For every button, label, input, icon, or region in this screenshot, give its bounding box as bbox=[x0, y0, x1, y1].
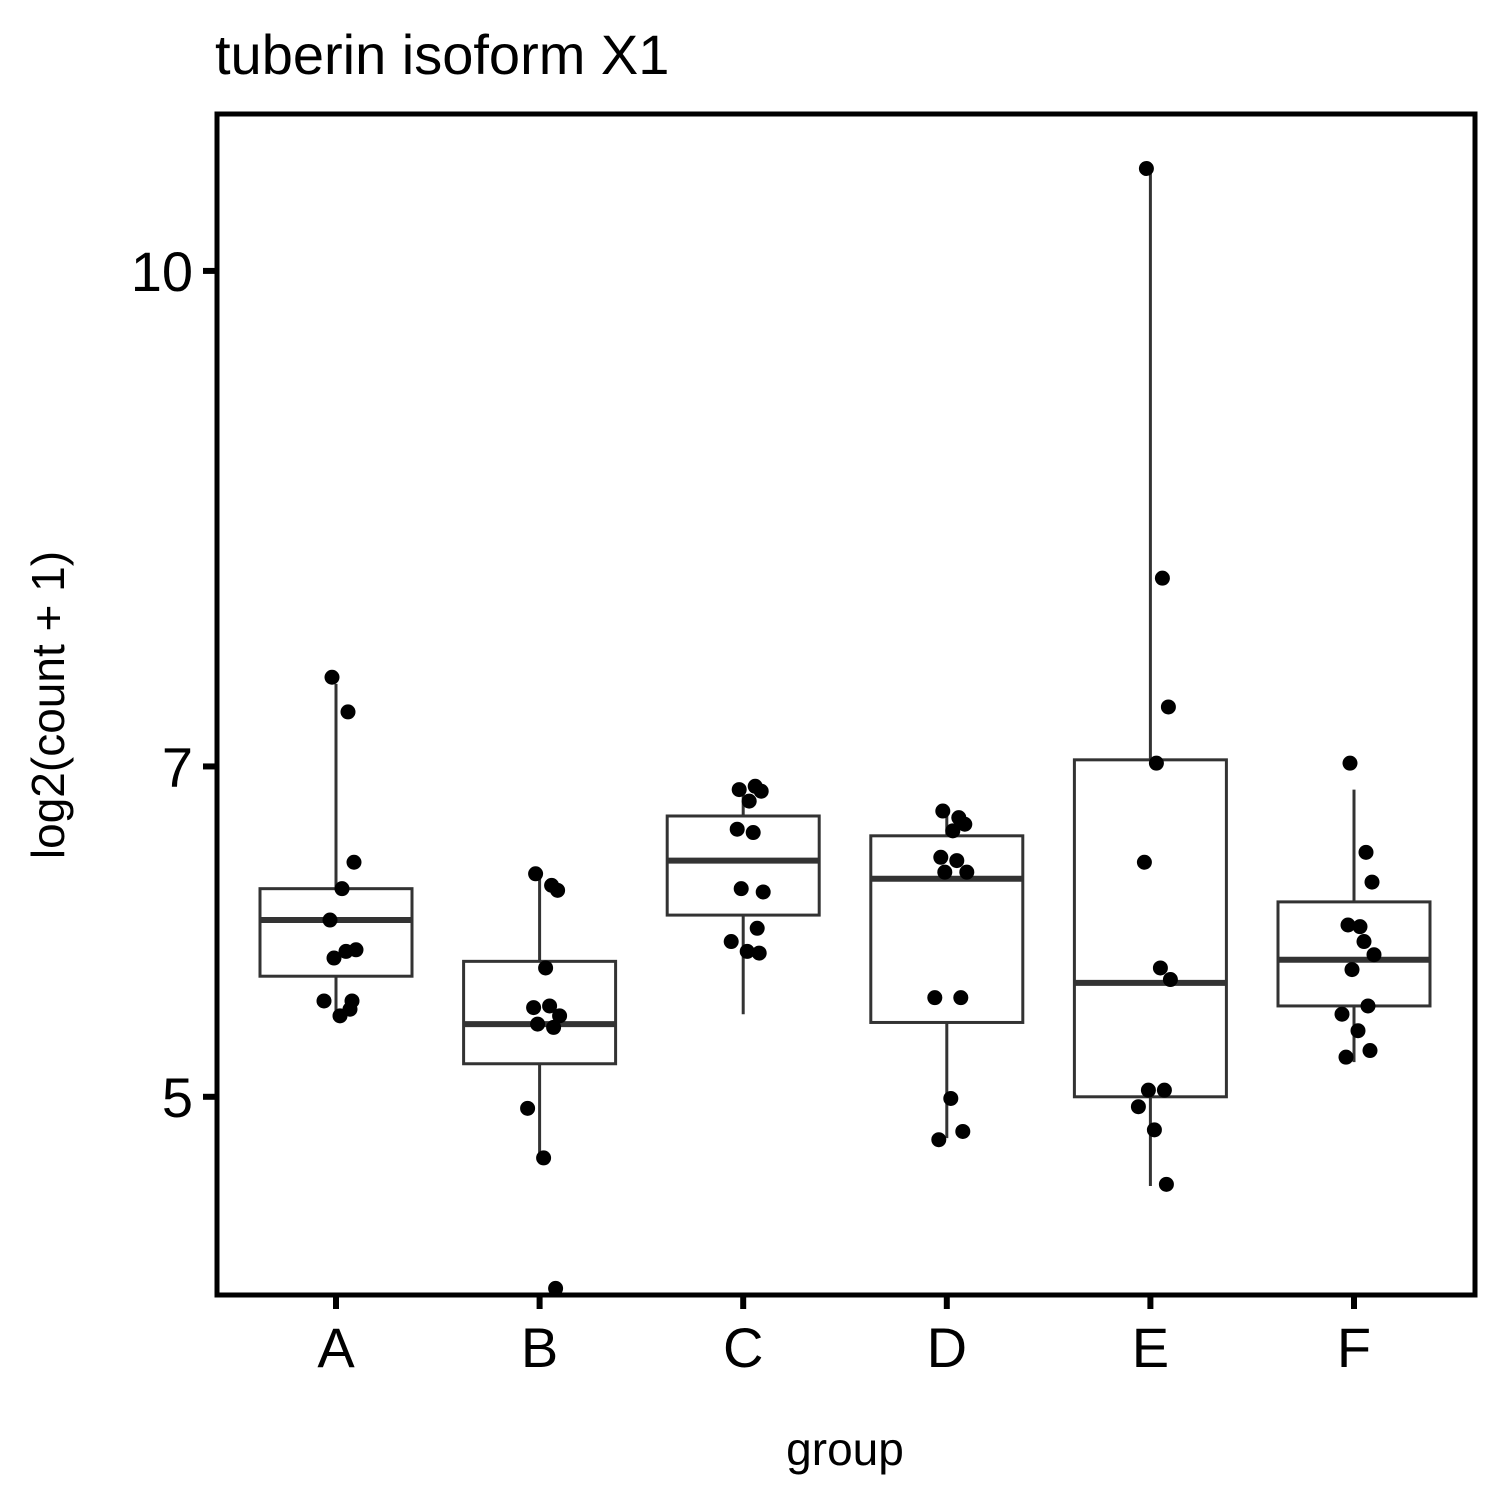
data-point-f bbox=[1364, 874, 1380, 890]
data-point-e bbox=[1156, 1082, 1172, 1098]
data-point-d bbox=[957, 816, 973, 832]
data-point-b bbox=[528, 866, 544, 882]
box-group-e bbox=[1072, 168, 1228, 1186]
x-tick-label: B bbox=[521, 1316, 558, 1379]
data-point-b bbox=[538, 960, 554, 976]
data-point-a bbox=[324, 669, 340, 685]
data-point-e bbox=[1130, 1099, 1146, 1115]
data-point-c bbox=[733, 881, 749, 897]
y-axis: 5 7 10 bbox=[131, 240, 217, 1129]
data-point-e bbox=[1162, 972, 1178, 988]
data-point-d bbox=[927, 990, 943, 1006]
data-point-e bbox=[1138, 161, 1154, 177]
data-point-e bbox=[1158, 1176, 1174, 1192]
data-point-d bbox=[959, 864, 975, 880]
box-group-f bbox=[1276, 789, 1432, 1063]
data-point-a bbox=[334, 881, 350, 897]
data-point-d bbox=[937, 864, 953, 880]
y-tick-label: 7 bbox=[162, 735, 193, 798]
y-axis-label: log2(count + 1) bbox=[22, 551, 74, 859]
data-point-f bbox=[1358, 844, 1374, 860]
plot-panel bbox=[214, 111, 1478, 1298]
x-tick-label: C bbox=[723, 1316, 763, 1379]
box bbox=[869, 834, 1025, 1024]
data-point-e bbox=[1140, 1082, 1156, 1098]
data-point-d bbox=[943, 1090, 959, 1106]
data-point-b bbox=[548, 1280, 564, 1296]
data-point-a bbox=[340, 704, 356, 720]
data-point-d bbox=[953, 990, 969, 1006]
data-point-c bbox=[751, 945, 767, 961]
data-point-b bbox=[546, 1019, 562, 1035]
data-point-d bbox=[955, 1123, 971, 1139]
data-point-a bbox=[332, 1008, 348, 1024]
x-tick-label: A bbox=[317, 1316, 355, 1379]
x-tick-label: E bbox=[1132, 1316, 1169, 1379]
data-point-f bbox=[1366, 947, 1382, 963]
data-point-b bbox=[550, 882, 566, 898]
data-point-f bbox=[1356, 934, 1372, 950]
data-point-a bbox=[344, 993, 360, 1009]
data-point-b bbox=[542, 998, 558, 1014]
data-point-e bbox=[1148, 755, 1164, 771]
data-point-c bbox=[753, 783, 769, 799]
x-axis: A B C D E F bbox=[317, 1295, 1371, 1379]
data-point-c bbox=[731, 782, 747, 798]
x-tick-label: F bbox=[1337, 1316, 1371, 1379]
points-layer bbox=[316, 161, 1382, 1296]
data-point-f bbox=[1334, 1006, 1350, 1022]
data-point-c bbox=[741, 793, 757, 809]
data-point-a bbox=[346, 854, 362, 870]
data-point-a bbox=[316, 993, 332, 1009]
data-point-e bbox=[1146, 1122, 1162, 1138]
data-point-c bbox=[745, 825, 761, 841]
chart-title: tuberin isoform X1 bbox=[215, 23, 669, 86]
data-point-f bbox=[1338, 1049, 1354, 1065]
data-point-c bbox=[723, 934, 739, 950]
data-point-d bbox=[949, 853, 965, 869]
x-axis-label: group bbox=[786, 1423, 904, 1475]
data-point-d bbox=[931, 1132, 947, 1148]
data-point-a bbox=[348, 942, 364, 958]
data-point-e bbox=[1136, 854, 1152, 870]
box bbox=[462, 959, 618, 1066]
x-tick-label: D bbox=[927, 1316, 967, 1379]
data-point-f bbox=[1350, 1023, 1366, 1039]
data-point-b bbox=[520, 1100, 536, 1116]
data-point-c bbox=[739, 943, 755, 959]
box bbox=[1276, 900, 1432, 1008]
data-point-d bbox=[935, 803, 951, 819]
data-point-e bbox=[1160, 699, 1176, 715]
box bbox=[1072, 758, 1228, 1099]
data-point-f bbox=[1344, 962, 1360, 978]
data-point-e bbox=[1154, 570, 1170, 586]
y-tick-label: 5 bbox=[162, 1066, 193, 1129]
data-point-b bbox=[530, 1016, 546, 1032]
data-point-f bbox=[1342, 755, 1358, 771]
data-point-f bbox=[1362, 1043, 1378, 1059]
data-point-e bbox=[1152, 960, 1168, 976]
data-point-c bbox=[729, 821, 745, 837]
boxes-layer bbox=[258, 168, 1432, 1186]
y-tick-label: 10 bbox=[131, 240, 193, 303]
data-point-f bbox=[1352, 919, 1368, 935]
data-point-b bbox=[526, 1000, 542, 1016]
data-point-c bbox=[755, 884, 771, 900]
data-point-f bbox=[1360, 998, 1376, 1014]
box-group-b bbox=[462, 872, 618, 1160]
data-point-b bbox=[536, 1150, 552, 1166]
data-point-d bbox=[933, 849, 949, 865]
data-point-a bbox=[322, 912, 338, 928]
data-point-b bbox=[552, 1008, 568, 1024]
data-point-c bbox=[749, 920, 765, 936]
data-point-f bbox=[1340, 917, 1356, 933]
data-point-d bbox=[945, 823, 961, 839]
data-point-a bbox=[326, 950, 342, 966]
